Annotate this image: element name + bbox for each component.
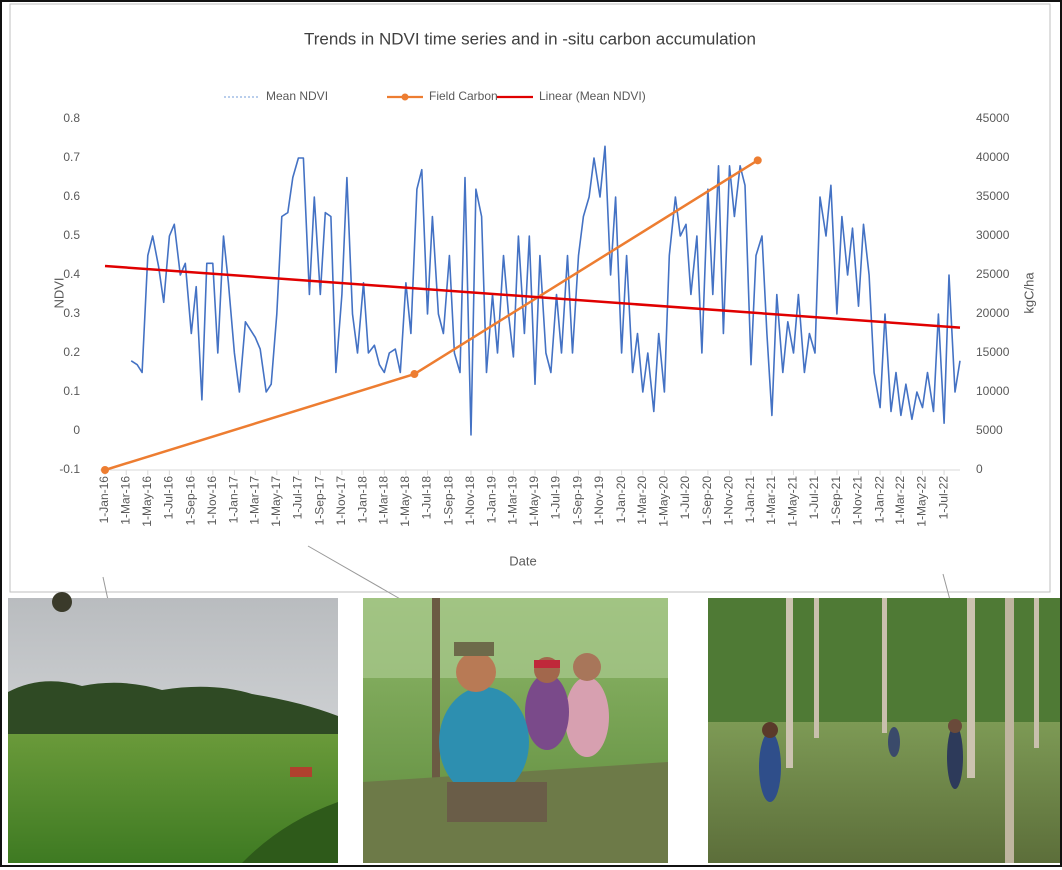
x-tick-label: 1-Nov-16 xyxy=(205,476,219,526)
x-tick-label: 1-Jan-21 xyxy=(743,476,757,524)
data-point xyxy=(101,466,109,474)
x-tick-label: 1-Nov-19 xyxy=(592,476,606,526)
x-tick-label: 1-Jul-17 xyxy=(291,476,305,520)
legend: Mean NDVI Field Carbon Linear (Mean NDVI) xyxy=(224,89,646,103)
x-tick-label: 1-Nov-17 xyxy=(334,476,348,526)
y2-tick-label: 0 xyxy=(976,462,983,476)
x-tick-label: 1-Jul-21 xyxy=(807,476,821,520)
photo-field xyxy=(8,592,338,863)
x-tick-label: 1-Sep-20 xyxy=(700,476,714,526)
y-tick-label: 0.6 xyxy=(63,189,80,203)
figure: Trends in NDVI time series and in -situ … xyxy=(2,2,1060,865)
legend-marker xyxy=(402,94,409,101)
x-tick-label: 1-May-17 xyxy=(269,476,283,527)
x-tick-label: 1-Jul-22 xyxy=(936,476,950,520)
y-tick-label: 0 xyxy=(73,423,80,437)
x-tick-label: 1-May-20 xyxy=(657,476,671,527)
y-axis-title: NDVI xyxy=(51,277,66,308)
y2-tick-label: 40000 xyxy=(976,150,1010,164)
x-tick-label: 1-Jan-17 xyxy=(227,476,241,524)
legend-label: Linear (Mean NDVI) xyxy=(539,89,646,103)
y2-tick-label: 35000 xyxy=(976,189,1010,203)
y2-tick-label: 5000 xyxy=(976,423,1003,437)
y-tick-label: 0.8 xyxy=(63,111,80,125)
x-tick-label: 1-Mar-17 xyxy=(247,476,261,525)
x-tick-label: 1-Jul-19 xyxy=(549,476,563,520)
y-tick-label: -0.1 xyxy=(59,462,80,476)
y2-tick-label: 10000 xyxy=(976,384,1010,398)
x-tick-label: 1-Jan-19 xyxy=(485,476,499,524)
y-tick-label: 0.1 xyxy=(63,384,80,398)
x-tick-label: 1-Jul-20 xyxy=(678,476,692,520)
chart-title: Trends in NDVI time series and in -situ … xyxy=(304,29,756,48)
y2-axis-title: kgC/ha xyxy=(1021,272,1036,314)
y2-tick-label: 25000 xyxy=(976,267,1010,281)
x-tick-label: 1-Sep-19 xyxy=(571,476,585,526)
x-tick-label: 1-Sep-18 xyxy=(442,476,456,526)
y2-tick-label: 30000 xyxy=(976,228,1010,242)
x-tick-label: 1-Mar-20 xyxy=(635,476,649,525)
y-tick-label: 0.5 xyxy=(63,228,80,242)
x-tick-label: 1-Mar-18 xyxy=(377,476,391,525)
data-point xyxy=(754,156,762,164)
x-tick-label: 1-Jan-22 xyxy=(872,476,886,524)
x-tick-label: 1-May-21 xyxy=(786,476,800,527)
y2-tick-label: 20000 xyxy=(976,306,1010,320)
x-tick-label: 1-May-22 xyxy=(915,476,929,527)
x-axis-title: Date xyxy=(509,553,536,568)
x-tick-label: 1-Mar-16 xyxy=(118,476,132,525)
data-point xyxy=(410,370,418,378)
y-tick-label: 0.4 xyxy=(63,267,80,281)
x-tick-label: 1-Mar-22 xyxy=(893,476,907,525)
x-tick-label: 1-May-18 xyxy=(398,476,412,527)
x-tick-label: 1-Sep-16 xyxy=(183,476,197,526)
x-tick-label: 1-May-16 xyxy=(140,476,154,527)
photo-plantation xyxy=(708,598,1060,863)
x-tick-label: 1-Jul-18 xyxy=(420,476,434,520)
legend-label: Mean NDVI xyxy=(266,89,328,103)
x-tick-label: 1-Nov-18 xyxy=(463,476,477,526)
x-tick-label: 1-Jan-16 xyxy=(97,476,111,524)
x-tick-label: 1-Mar-19 xyxy=(506,476,520,525)
x-tick-label: 1-Jul-16 xyxy=(162,476,176,520)
photo-farmers xyxy=(363,598,668,863)
y-tick-label: 0.7 xyxy=(63,150,80,164)
x-tick-label: 1-Jan-18 xyxy=(356,476,370,524)
x-tick-label: 1-Nov-21 xyxy=(851,476,865,526)
page-frame: Trends in NDVI time series and in -situ … xyxy=(0,0,1062,867)
x-tick-label: 1-May-19 xyxy=(527,476,541,527)
y2-tick-label: 15000 xyxy=(976,345,1010,359)
y-tick-label: 0.2 xyxy=(63,345,80,359)
y-tick-label: 0.3 xyxy=(63,306,80,320)
x-tick-label: 1-Mar-21 xyxy=(764,476,778,525)
legend-label: Field Carbon xyxy=(429,89,498,103)
x-tick-label: 1-Jan-20 xyxy=(614,476,628,524)
y2-tick-label: 45000 xyxy=(976,111,1010,125)
x-tick-label: 1-Sep-17 xyxy=(313,476,327,526)
x-tick-label: 1-Sep-21 xyxy=(829,476,843,526)
x-tick-label: 1-Nov-20 xyxy=(722,476,736,526)
